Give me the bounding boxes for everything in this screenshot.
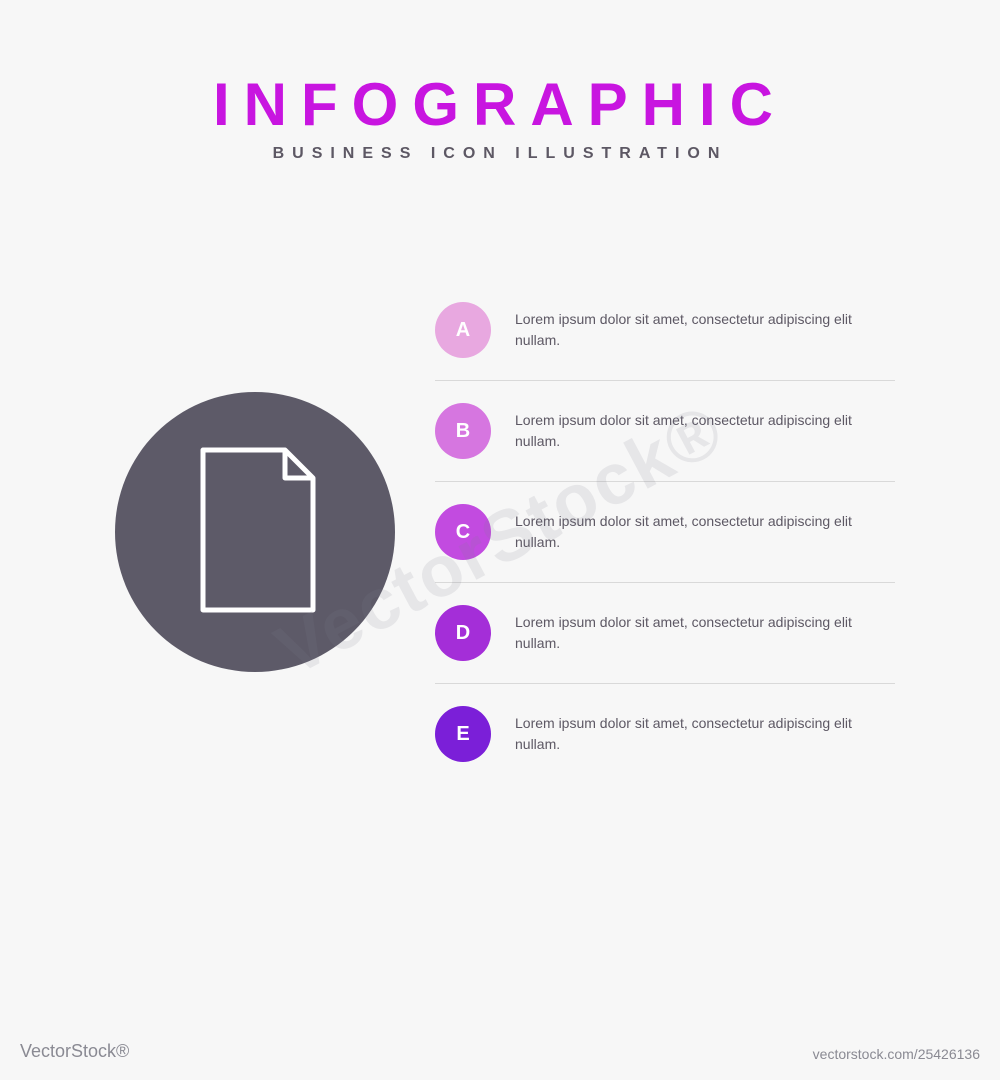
icon-circle xyxy=(115,392,395,672)
content: A Lorem ipsum dolor sit amet, consectetu… xyxy=(0,280,1000,784)
list-item: D Lorem ipsum dolor sit amet, consectetu… xyxy=(435,583,895,684)
step-badge-a: A xyxy=(435,302,491,358)
step-text: Lorem ipsum dolor sit amet, consectetur … xyxy=(515,410,895,452)
list-item: C Lorem ipsum dolor sit amet, consectetu… xyxy=(435,482,895,583)
list-item: B Lorem ipsum dolor sit amet, consectetu… xyxy=(435,381,895,482)
header: INFOGRAPHIC BUSINESS ICON ILLUSTRATION xyxy=(0,70,1000,163)
page-subtitle: BUSINESS ICON ILLUSTRATION xyxy=(0,145,1000,163)
step-badge-b: B xyxy=(435,403,491,459)
step-text: Lorem ipsum dolor sit amet, consectetur … xyxy=(515,612,895,654)
step-text: Lorem ipsum dolor sit amet, consectetur … xyxy=(515,511,895,553)
step-badge-d: D xyxy=(435,605,491,661)
step-badge-c: C xyxy=(435,504,491,560)
list-item: A Lorem ipsum dolor sit amet, consectetu… xyxy=(435,280,895,381)
page-title: INFOGRAPHIC xyxy=(0,70,1000,139)
step-badge-e: E xyxy=(435,706,491,762)
steps-list: A Lorem ipsum dolor sit amet, consectetu… xyxy=(435,280,895,784)
icon-circle-wrap xyxy=(105,392,405,672)
file-icon xyxy=(185,442,325,622)
footer-brand: VectorStock® xyxy=(20,1041,129,1062)
footer-id: vectorstock.com/25426136 xyxy=(813,1046,980,1062)
page: INFOGRAPHIC BUSINESS ICON ILLUSTRATION V… xyxy=(0,0,1000,1080)
step-text: Lorem ipsum dolor sit amet, consectetur … xyxy=(515,309,895,351)
list-item: E Lorem ipsum dolor sit amet, consectetu… xyxy=(435,684,895,784)
step-text: Lorem ipsum dolor sit amet, consectetur … xyxy=(515,713,895,755)
